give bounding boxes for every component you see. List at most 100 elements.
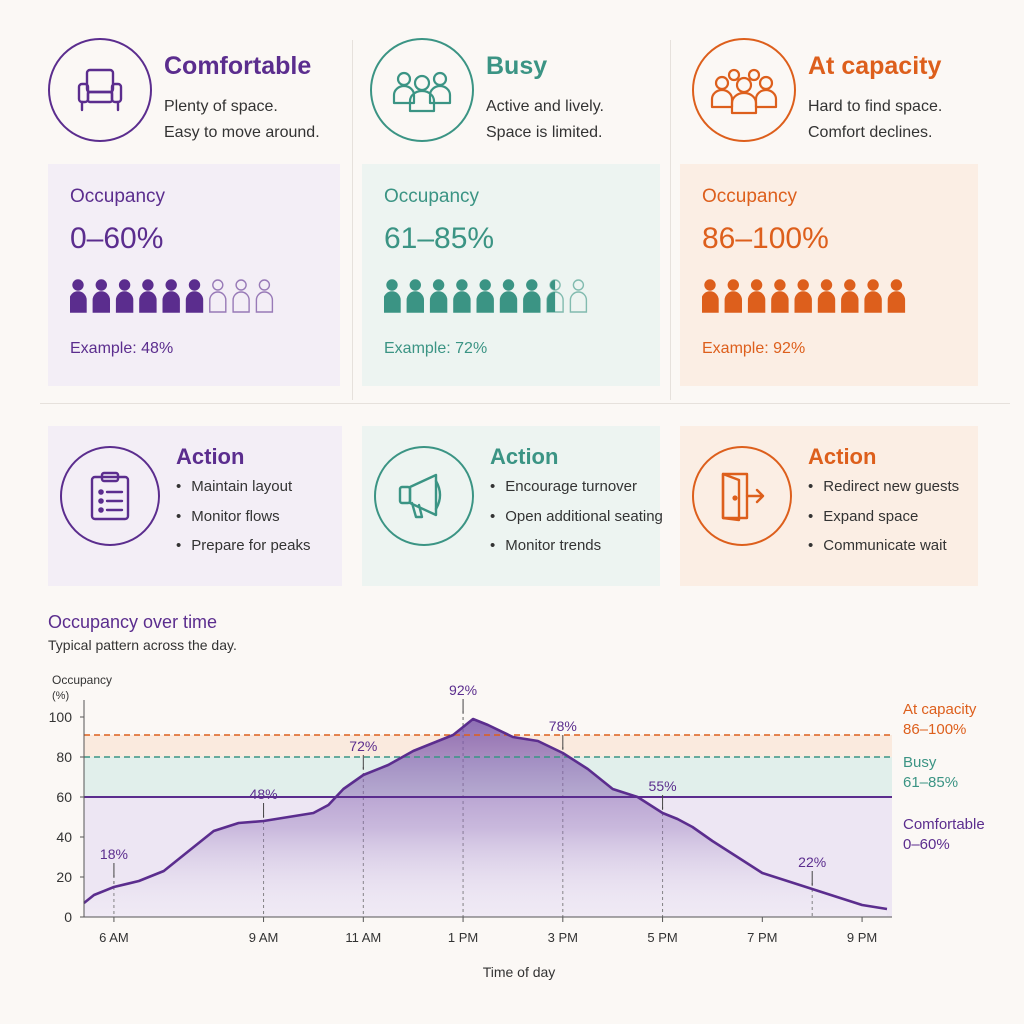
- annotation-label: 22%: [798, 854, 826, 870]
- x-tick-label: 1 PM: [448, 930, 478, 945]
- person-icon: [702, 279, 719, 313]
- group-icon: [370, 38, 474, 142]
- y-tick-label: 40: [56, 829, 72, 845]
- megaphone-icon: [374, 446, 474, 546]
- band-label-busy: Busy: [903, 754, 937, 771]
- list-item: Prepare for peaks: [176, 537, 310, 567]
- people-meter: [384, 279, 588, 313]
- tier-description: Active and lively. Space is limited.: [486, 98, 604, 141]
- person-icon: [185, 279, 204, 313]
- occupancy-label: Occupancy: [70, 186, 166, 207]
- exit-door-icon: [692, 446, 792, 546]
- person-icon: [841, 279, 859, 313]
- tier-title: Busy: [486, 52, 548, 80]
- column-divider: [352, 40, 353, 400]
- column-divider: [670, 40, 671, 400]
- action-card-comfortable: Action Maintain layout Monitor flows Pre…: [48, 426, 342, 586]
- list-item: Expand space: [808, 508, 959, 538]
- list-item: Maintain layout: [176, 478, 311, 508]
- list-item: Redirect new guests: [808, 478, 959, 508]
- action-title: Action: [808, 444, 877, 469]
- person-icon: [384, 279, 401, 313]
- person-icon: [771, 279, 789, 313]
- y-tick-label: 0: [64, 909, 72, 925]
- x-tick-label: 5 PM: [647, 930, 677, 945]
- list-item: Communicate wait: [808, 537, 959, 567]
- chart-subtitle: Typical pattern across the day.: [48, 637, 237, 653]
- person-icon: [569, 279, 588, 313]
- occupancy-example: Example: 72%: [384, 340, 488, 357]
- armchair-icon: [48, 38, 152, 142]
- occupancy-line: [83, 717, 888, 911]
- tier-capacity: At capacity Hard to find space. Comfort …: [684, 38, 1004, 148]
- band-label-comfortable: Comfortable: [903, 816, 985, 833]
- occupancy-range: 0–60%: [70, 222, 164, 255]
- x-tick-label: 9 AM: [249, 930, 279, 945]
- crowd-icon: [692, 38, 796, 142]
- clipboard-icon: [60, 446, 160, 546]
- row-divider: [40, 403, 1010, 404]
- x-tick-label: 3 PM: [548, 930, 578, 945]
- tier-title: At capacity: [808, 52, 942, 80]
- people-meter: [70, 279, 274, 313]
- person-icon: [70, 279, 87, 313]
- action-list: Redirect new guests Expand space Communi…: [808, 478, 959, 567]
- list-item: Encourage turnover: [490, 478, 663, 508]
- tier-title: Comfortable: [164, 52, 312, 80]
- annotation-label: 48%: [250, 786, 278, 802]
- list-item: Monitor flows: [176, 508, 311, 538]
- person-icon: [453, 279, 471, 313]
- person-icon: [209, 279, 227, 313]
- band-range-busy: 61–85%: [903, 774, 958, 791]
- tier-comfortable: Comfortable Plenty of space. Easy to mov…: [40, 38, 360, 148]
- band-range-comfortable: 0–60%: [903, 836, 950, 853]
- action-title: Action: [490, 444, 559, 469]
- person-icon: [794, 279, 812, 313]
- action-list: Maintain layout Monitor flows Prepare fo…: [176, 478, 311, 567]
- tier-description: Plenty of space. Easy to move around.: [164, 98, 320, 141]
- action-card-capacity: Action Redirect new guests Expand space …: [680, 426, 978, 586]
- person-icon: [429, 279, 448, 313]
- person-icon: [406, 279, 424, 313]
- tier-description: Hard to find space. Comfort declines.: [808, 98, 943, 141]
- occupancy-example: Example: 92%: [702, 340, 806, 357]
- occupancy-area: [84, 719, 888, 917]
- action-card-busy: Action Encourage turnover Open additiona…: [362, 426, 663, 586]
- y-tick-label: 80: [56, 749, 72, 765]
- person-icon: [162, 279, 180, 313]
- person-icon: [724, 279, 742, 313]
- y-tick-label: 60: [56, 789, 72, 805]
- tier-busy: Busy Active and lively. Space is limited…: [362, 38, 682, 148]
- x-tick-label: 7 PM: [747, 930, 777, 945]
- person-icon: [115, 279, 134, 313]
- band-label-capacity: At capacity: [903, 701, 977, 718]
- person-icon: [546, 279, 564, 313]
- y-tick-label: 100: [49, 709, 73, 725]
- chart-title: Occupancy over time: [48, 612, 218, 632]
- band-range-capacity: 86–100%: [903, 721, 966, 738]
- y-axis-label: Occupancy: [52, 673, 112, 687]
- x-tick-label: 9 PM: [847, 930, 877, 945]
- action-title: Action: [176, 444, 245, 469]
- person-icon: [139, 279, 157, 313]
- annotation-label: 78%: [549, 718, 577, 734]
- occupancy-card-busy: Occupancy 61–85% Example: 72%: [362, 164, 660, 386]
- person-icon: [476, 279, 494, 313]
- list-item: Open additional seating: [490, 508, 663, 538]
- person-icon: [92, 279, 110, 313]
- person-icon: [864, 279, 882, 313]
- person-icon: [817, 279, 836, 313]
- x-tick-label: 11 AM: [345, 930, 381, 945]
- occupancy-card-comfortable: Occupancy 0–60% Example: 48%: [48, 164, 340, 386]
- person-icon: [255, 279, 274, 313]
- occupancy-label: Occupancy: [384, 186, 480, 207]
- occupancy-range: 86–100%: [702, 222, 829, 255]
- y-tick-label: 20: [56, 869, 72, 885]
- occupancy-label: Occupancy: [702, 186, 798, 207]
- annotation-label: 72%: [349, 738, 377, 754]
- annotation-label: 18%: [100, 846, 128, 862]
- person-icon: [232, 279, 250, 313]
- person-icon: [887, 279, 906, 313]
- x-tick-label: 6 AM: [99, 930, 129, 945]
- occupancy-chart: 0 20 40 60 80 100 6 AM 9 AM 11 AM 1 PM 3 PM 5 PM 7 P…: [49, 673, 985, 980]
